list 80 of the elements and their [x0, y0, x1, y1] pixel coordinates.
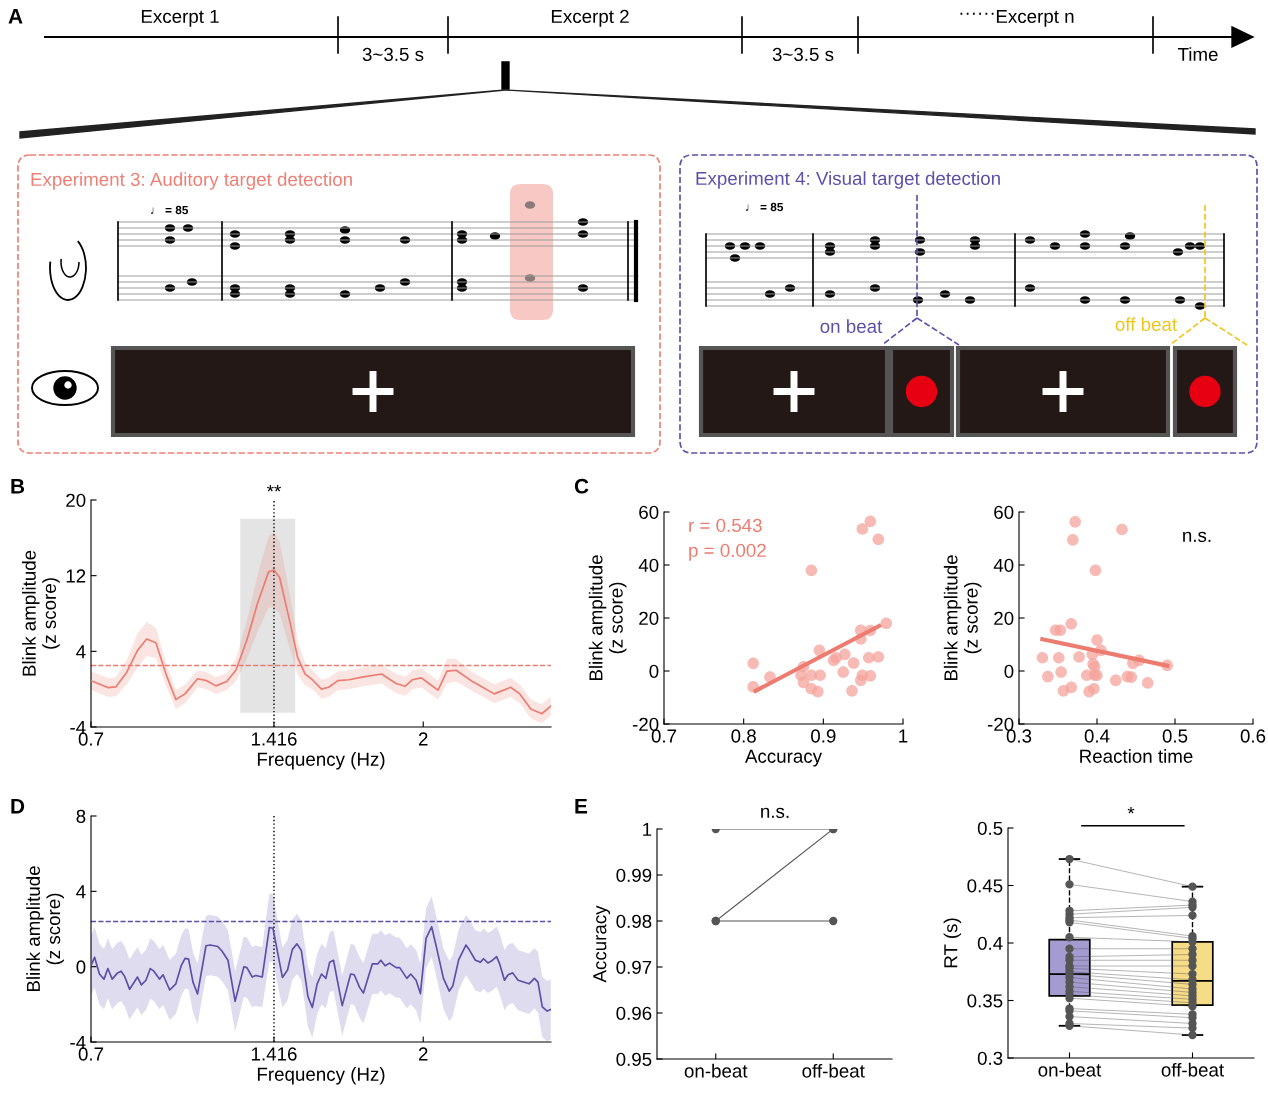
- y-axis-title: RT (s): [943, 918, 962, 968]
- x-tick-label: 0.5: [1162, 729, 1188, 743]
- y-tick-label: 20: [639, 611, 659, 625]
- y-tick-label: 0.4: [977, 936, 1003, 950]
- text: n.s.: [761, 807, 789, 819]
- x-tick-label: off-beat: [1161, 1062, 1224, 1077]
- text: on beat: [820, 319, 883, 334]
- y-tick-label: 0.99: [616, 868, 652, 882]
- text: ♩ = 85: [151, 205, 189, 215]
- y-tick-label: 0.35: [967, 994, 1003, 1008]
- y-axis-title: Blink amplitude (z score): [22, 550, 60, 676]
- y-tick-label: 4: [76, 885, 86, 899]
- y-tick-label: 4: [76, 645, 86, 659]
- x-tick-label: 0.9: [811, 729, 836, 743]
- y-tick-label: 0.95: [616, 1052, 652, 1066]
- y-tick-label: -4: [70, 720, 86, 734]
- y-tick-label: 0: [76, 960, 86, 974]
- y-tick-label: 40: [993, 558, 1014, 572]
- x-tick-label: on-beat: [1038, 1062, 1102, 1077]
- y-tick-label: -20: [987, 717, 1014, 731]
- x-axis-title: Frequency (Hz): [257, 1067, 385, 1085]
- y-tick-label: 60: [639, 505, 659, 519]
- y-tick-label: 0.98: [616, 914, 652, 928]
- annotation: r = 0.543: [689, 518, 762, 533]
- x-tick-label: 2: [418, 1047, 428, 1061]
- x-axis-title: Accuracy: [744, 749, 823, 767]
- x-tick-label: 1.416: [251, 1047, 297, 1061]
- y-tick-label: -4: [70, 1035, 86, 1049]
- text: Excerpt n: [996, 9, 1074, 27]
- annotation: p = 0.002: [689, 543, 766, 561]
- x-tick-label: 1: [899, 729, 908, 743]
- text: Excerpt 1: [141, 9, 219, 27]
- text: **: [267, 484, 281, 492]
- text: ♩ = 85: [746, 202, 784, 212]
- y-axis-title: Blink amplitude (z score): [943, 555, 982, 681]
- y-tick-label: 20: [66, 493, 86, 507]
- text: ······: [960, 12, 994, 15]
- text: A: [8, 9, 23, 24]
- y-tick-label: 8: [76, 809, 86, 823]
- y-tick-label: 0.97: [616, 960, 652, 974]
- y-axis-title: Accuracy: [593, 905, 611, 983]
- y-tick-label: 0.45: [967, 879, 1003, 893]
- x-tick-label: 0.3: [1006, 729, 1032, 743]
- text: 3~3.5 s: [362, 47, 424, 62]
- y-tick-label: -20: [632, 717, 659, 731]
- y-tick-label: 0.5: [977, 821, 1003, 835]
- annotation: n.s.: [1183, 531, 1211, 543]
- x-tick-label: 0.8: [731, 729, 756, 743]
- text: 3~3.5 s: [772, 47, 834, 62]
- y-tick-label: 1: [643, 822, 652, 836]
- y-tick-label: 60: [994, 505, 1014, 519]
- text: Time: [1177, 47, 1218, 62]
- x-tick-label: 0.7: [78, 732, 104, 746]
- y-tick-label: 20: [994, 611, 1014, 625]
- x-tick-label: 0.4: [1084, 729, 1110, 743]
- text: Experiment 3: Auditory target detection: [31, 172, 352, 190]
- text: Excerpt 2: [551, 9, 629, 27]
- x-tick-label: on-beat: [684, 1063, 748, 1078]
- y-axis-title: Blink amplitude (z score): [26, 866, 64, 992]
- x-axis-title: Frequency (Hz): [257, 752, 385, 770]
- text: B: [11, 479, 25, 494]
- x-tick-label: 0.6: [1240, 729, 1266, 743]
- text: C: [574, 478, 589, 494]
- y-tick-label: 0.96: [616, 1006, 652, 1020]
- x-tick-label: 2: [418, 732, 428, 746]
- y-tick-label: 40: [638, 558, 659, 572]
- x-tick-label: off-beat: [802, 1063, 865, 1078]
- text: *: [1127, 806, 1135, 814]
- text: Experiment 4: Visual target detection: [696, 171, 1000, 189]
- text: D: [11, 799, 25, 814]
- text: off beat: [1115, 317, 1177, 332]
- x-tick-label: 1.416: [251, 732, 297, 746]
- y-tick-label: 0: [649, 664, 659, 678]
- y-tick-label: 12: [66, 569, 86, 583]
- x-tick-label: 0.7: [651, 729, 677, 743]
- y-tick-label: 0: [1004, 664, 1014, 678]
- x-tick-label: 0.7: [78, 1047, 104, 1061]
- y-axis-title: Blink amplitude (z score): [588, 555, 627, 681]
- text: E: [575, 799, 588, 814]
- x-axis-title: Reaction time: [1080, 749, 1193, 763]
